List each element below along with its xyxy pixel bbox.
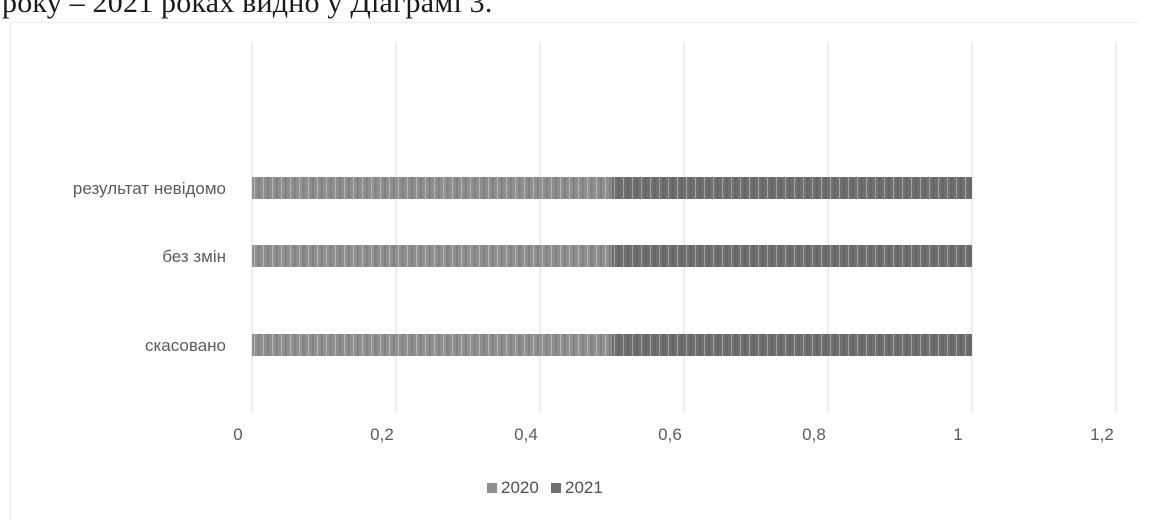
bar-2021-2 [612, 334, 972, 356]
legend-label: 2020 [501, 478, 539, 497]
x-tick-label: 1,2 [1090, 425, 1114, 444]
x-tick-label: 0,4 [514, 425, 538, 444]
bar-2020-2 [252, 334, 612, 356]
bar-texture [612, 245, 972, 267]
gridlines [251, 42, 1117, 412]
document-caption: року – 2021 роках видно у Діаграмі 3. [2, 0, 493, 19]
category-label: результат невідомо [73, 179, 226, 198]
x-tick-label: 0,6 [658, 425, 682, 444]
bar-texture [612, 334, 972, 356]
x-tick-label: 0,8 [802, 425, 826, 444]
chart-frame [10, 22, 1139, 519]
legend-swatch [487, 483, 497, 493]
bar-texture [612, 177, 972, 199]
bars [252, 177, 972, 356]
legend: 2020 2021 [487, 478, 603, 497]
bar-2021-1 [612, 245, 972, 267]
category-label: без змін [162, 247, 226, 266]
category-label: скасовано [145, 336, 226, 355]
bar-2021-0 [612, 177, 972, 199]
bar-texture [252, 334, 612, 356]
x-tick-label: 0,2 [370, 425, 394, 444]
x-axis-ticks: 0 0,2 0,4 0,6 0,8 1 1,2 [233, 425, 1114, 444]
bar-2020-1 [252, 245, 612, 267]
bar-2020-0 [252, 177, 612, 199]
bar-texture [252, 245, 612, 267]
x-tick-label: 0 [233, 425, 242, 444]
legend-label: 2021 [565, 478, 603, 497]
category-labels: результат невідомо без змін скасовано [73, 179, 226, 355]
bar-texture [252, 177, 612, 199]
x-tick-label: 1 [953, 425, 962, 444]
legend-swatch [551, 483, 561, 493]
